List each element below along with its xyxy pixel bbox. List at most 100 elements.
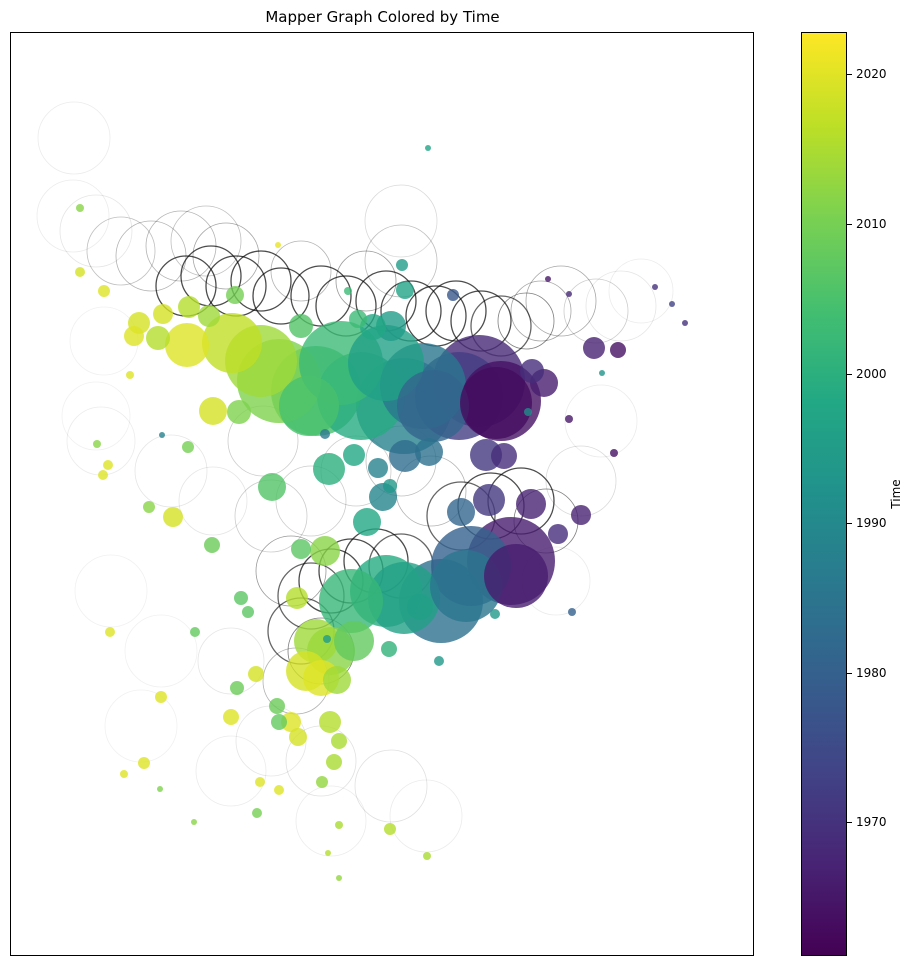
graph-node <box>447 289 459 301</box>
graph-node <box>610 449 618 457</box>
graph-node <box>325 850 331 856</box>
graph-node <box>105 627 115 637</box>
edge-ring <box>270 240 332 302</box>
graph-node <box>397 370 469 442</box>
graph-node <box>138 757 150 769</box>
graph-node <box>279 376 339 436</box>
graph-node <box>286 587 308 609</box>
graph-node <box>568 608 576 616</box>
graph-node <box>516 489 546 519</box>
graph-node <box>407 594 433 620</box>
graph-node <box>669 301 675 307</box>
graph-node <box>75 267 85 277</box>
colorbar-label: Time <box>889 479 903 509</box>
graph-node <box>610 342 626 358</box>
graph-node <box>313 453 345 485</box>
graph-node <box>165 323 209 367</box>
edge-ring <box>364 184 438 258</box>
edge-ring <box>104 689 178 763</box>
graph-node <box>146 326 170 350</box>
graph-node <box>430 550 502 622</box>
graph-node <box>153 304 173 324</box>
graph-node <box>242 606 254 618</box>
edge-ring <box>252 267 310 325</box>
edge-ring <box>564 384 638 458</box>
graph-node <box>520 359 544 383</box>
colorbar-tick-mark <box>847 523 852 524</box>
edge-ring <box>585 270 657 342</box>
graph-node <box>190 627 200 637</box>
graph-node <box>396 281 414 299</box>
graph-node <box>103 460 113 470</box>
graph-node <box>155 691 167 703</box>
edge-rings <box>36 101 674 857</box>
graph-node <box>566 291 572 297</box>
colorbar-tick-mark <box>847 822 852 823</box>
graph-node <box>389 440 421 472</box>
graph-node <box>368 458 388 478</box>
graph-node <box>349 310 367 328</box>
graph-node <box>326 754 342 770</box>
colorbar-tick-mark <box>847 673 852 674</box>
graph-node <box>199 397 227 425</box>
edge-ring <box>563 278 629 344</box>
edge-ring <box>230 250 292 312</box>
graph-node <box>291 539 311 559</box>
graph-node <box>223 709 239 725</box>
graph-node <box>319 569 383 633</box>
graph-node <box>120 770 128 778</box>
graph-node <box>571 505 591 525</box>
graph-node <box>126 371 134 379</box>
graph-node <box>310 536 340 566</box>
plot-area <box>10 32 754 956</box>
graph-node <box>460 367 532 439</box>
graph-node <box>226 286 244 304</box>
edge-ring <box>354 749 428 823</box>
edge-ring <box>59 194 133 268</box>
edge-ring <box>37 101 111 175</box>
edge-ring <box>86 216 156 286</box>
graph-node <box>275 242 281 248</box>
graph-nodes <box>75 145 688 881</box>
graph-node <box>157 786 163 792</box>
colorbar-tick-label: 2020 <box>856 67 887 81</box>
edge-ring <box>66 406 136 476</box>
graph-node <box>423 852 431 860</box>
graph-node <box>447 498 475 526</box>
graph-node <box>381 641 397 657</box>
colorbar-tick-label: 2010 <box>856 217 887 231</box>
chart-title: Mapper Graph Colored by Time <box>265 8 500 26</box>
graph-node <box>163 507 183 527</box>
graph-node <box>599 370 605 376</box>
graph-node <box>281 712 301 732</box>
edge-ring <box>425 280 487 342</box>
graph-node <box>425 145 431 151</box>
graph-node <box>274 785 284 795</box>
graph-node <box>255 777 265 787</box>
graph-node <box>490 609 500 619</box>
graph-node <box>524 408 532 416</box>
graph-node <box>191 819 197 825</box>
graph-node <box>143 501 155 513</box>
graph-node <box>331 733 347 749</box>
graph-node <box>227 400 251 424</box>
colorbar-tick-mark <box>847 224 852 225</box>
edge-ring <box>290 265 352 327</box>
graph-node <box>548 524 568 544</box>
graph-node <box>384 823 396 835</box>
graph-node <box>198 305 220 327</box>
graph-node <box>289 314 313 338</box>
graph-node <box>159 432 165 438</box>
graph-node <box>334 621 374 661</box>
edge-ring <box>197 627 265 695</box>
edge-ring <box>124 614 198 688</box>
graph-node <box>344 287 352 295</box>
graph-node <box>682 320 688 326</box>
graph-node <box>124 326 144 346</box>
graph-node <box>473 484 505 516</box>
graph-node <box>76 204 84 212</box>
graph-node <box>234 591 248 605</box>
edge-ring <box>275 465 347 537</box>
edge-ring <box>608 258 674 324</box>
edge-ring <box>510 280 572 342</box>
